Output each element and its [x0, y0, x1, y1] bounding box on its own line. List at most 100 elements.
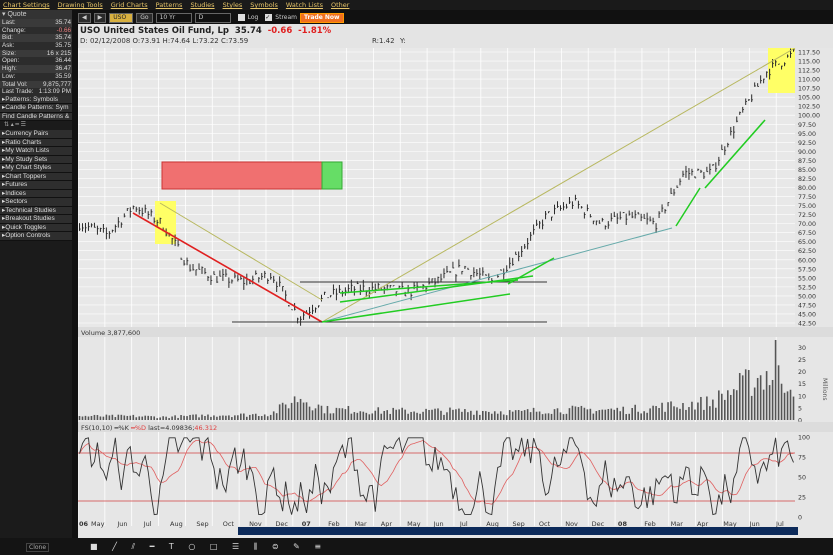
- panel-section[interactable]: ▸Technical Studies: [0, 206, 72, 216]
- time-tick: Dec: [275, 520, 288, 528]
- teal-trend-line[interactable]: [321, 227, 673, 323]
- period-select[interactable]: 10 Yr: [155, 12, 192, 23]
- log-checkbox[interactable]: [237, 14, 245, 21]
- quote-row: Low: 35.59: [0, 72, 72, 81]
- panel-section[interactable]: ▸Breakout Studies: [0, 215, 72, 224]
- menu-item[interactable]: Symbols: [250, 1, 278, 9]
- pattern-sections: ▸Patterns: Symbols ▸Candle Patterns: Sym F…: [0, 95, 72, 122]
- chart-svg[interactable]: 117.50 115.00 112.50 110.00 107.50 105.00 102.…: [77, 47, 833, 538]
- back-button[interactable]: ◀: [78, 12, 91, 23]
- green-rectangle-annotation[interactable]: [321, 161, 343, 190]
- time-tick: Aug: [486, 520, 499, 528]
- go-button[interactable]: Go: [136, 12, 153, 23]
- highlight-box-jul06[interactable]: [155, 201, 176, 244]
- price-bars: [79, 48, 795, 326]
- stream-label: Stream: [275, 14, 298, 21]
- panel-section[interactable]: ▸My Chart Styles: [0, 164, 72, 173]
- time-tick: Feb: [644, 520, 656, 528]
- time-tick: Mar: [671, 520, 684, 528]
- quote-row: Last Trade: 1:13:09 PM: [0, 88, 72, 96]
- volume-tick: 15: [798, 381, 806, 388]
- green-trend-line-6[interactable]: [704, 119, 766, 189]
- panel-section[interactable]: ▸Option Controls: [0, 232, 72, 241]
- time-tick: Jul: [775, 520, 784, 528]
- price-tick: 85.00: [798, 167, 816, 174]
- drawing-tools[interactable]: ■ ╱ ⫽ ━ T ○ □ ☰ ⫼ ⊜ ✎ ≡: [90, 542, 328, 551]
- menu-item[interactable]: Other: [330, 1, 350, 9]
- trade-now-button[interactable]: Trade Now: [300, 12, 344, 23]
- forward-button[interactable]: ▶: [93, 12, 107, 23]
- time-tick: Oct: [223, 520, 235, 528]
- chart-toolbar: ◀ ▶ USO Go 10 Yr D Log ✓ Stream Trade No…: [78, 11, 833, 24]
- panel-section[interactable]: ▸Ratio Charts: [0, 138, 72, 148]
- panel-section[interactable]: ▸Indices: [0, 189, 72, 199]
- price-tick: 110.00: [798, 77, 820, 84]
- stoch-title: FS(10,10): [81, 424, 112, 432]
- ohlc-readout: D: 02/12/2008 O:73.91 H:74.64 L:73.22 C:…: [80, 37, 249, 45]
- menu-item[interactable]: Grid Charts: [110, 1, 148, 9]
- red-rectangle-annotation[interactable]: [161, 161, 323, 190]
- section-label: Patterns: Symbols: [5, 95, 59, 103]
- price-tick: 82.50: [798, 176, 816, 183]
- panel-section[interactable]: ▸Candle Patterns: Sym: [0, 104, 72, 113]
- quote-value: 36.44: [55, 57, 71, 65]
- menu-item[interactable]: Studies: [190, 1, 215, 9]
- panel-section[interactable]: ▸Futures: [0, 181, 72, 190]
- green-trend-line-3[interactable]: [339, 279, 519, 294]
- section-label: Candle Patterns: Sym: [5, 104, 69, 112]
- stochastic-panel: 100 75 50 25 0: [78, 435, 810, 522]
- time-tick: Feb: [328, 520, 340, 528]
- horizontal-scrollbar[interactable]: [238, 527, 798, 535]
- quote-header[interactable]: ▾ Quote: [0, 10, 72, 19]
- menu-item[interactable]: Styles: [222, 1, 243, 9]
- section-label: Find Candle Patterns &: [2, 112, 70, 120]
- section-label: My Watch Lists: [5, 147, 50, 155]
- panel-section[interactable]: ▸Sectors: [0, 198, 72, 207]
- red-downtrend-line[interactable]: [132, 212, 323, 323]
- stoch-k-line: [79, 436, 794, 516]
- olive-uptrend-line[interactable]: [321, 47, 796, 323]
- panel-section[interactable]: Find Candle Patterns &: [0, 112, 72, 122]
- panel-section[interactable]: ▸Chart Toppers: [0, 172, 72, 182]
- olive-downtrend-line[interactable]: [159, 202, 323, 301]
- quote-title: Quote: [7, 11, 27, 18]
- menu-item[interactable]: Drawing Tools: [57, 1, 103, 9]
- price-tick: 80.00: [798, 185, 816, 192]
- time-tick: Jul: [459, 520, 468, 528]
- panel-section[interactable]: ▸Currency Pairs: [0, 130, 72, 139]
- quote-label: Total Vol:: [2, 80, 28, 88]
- trendlines: [132, 47, 796, 323]
- stoch-header: [78, 422, 833, 432]
- section-label: Option Controls: [5, 232, 51, 240]
- price-tick: 95.00: [798, 131, 816, 138]
- panel-controls[interactable]: ⇅ ▴ ━ ☰: [4, 122, 27, 129]
- panel-section[interactable]: ▸Quick Toggles: [0, 223, 72, 233]
- panel-section[interactable]: ▸Patterns: Symbols: [0, 95, 72, 105]
- y-readout: Y:: [400, 37, 406, 45]
- quote-value: 35.75: [55, 42, 71, 50]
- section-label: My Chart Styles: [5, 164, 52, 172]
- symbol-input[interactable]: USO: [109, 12, 134, 23]
- green-trend-line-1[interactable]: [321, 293, 511, 323]
- last-price: 35.74: [234, 26, 262, 36]
- k-label: %K: [118, 424, 129, 432]
- menu-item[interactable]: Chart Settings: [3, 1, 50, 9]
- time-tick: May: [91, 520, 105, 528]
- menu-item[interactable]: Watch Lists: [285, 1, 323, 9]
- section-label: Quick Toggles: [5, 223, 46, 231]
- green-trend-line-2[interactable]: [339, 275, 534, 303]
- green-trend-line-4[interactable]: [507, 257, 555, 285]
- stoch-tick: 50: [798, 475, 806, 482]
- stream-checkbox[interactable]: ✓: [265, 14, 273, 21]
- time-tick: Jun: [749, 520, 760, 528]
- chart-area[interactable]: 117.50 115.00 112.50 110.00 107.50 105.00 102.…: [77, 47, 833, 538]
- panel-section[interactable]: ▸My Watch Lists: [0, 147, 72, 156]
- price-tick: 107.50: [798, 86, 820, 93]
- panel-section[interactable]: ▸My Study Sets: [0, 155, 72, 165]
- stoch-tick: 100: [798, 435, 810, 442]
- menu-item[interactable]: Patterns: [155, 1, 183, 9]
- green-trend-line-5[interactable]: [675, 187, 701, 227]
- quote-label: Size:: [2, 49, 16, 57]
- clone-button[interactable]: Clone: [26, 543, 50, 552]
- interval-select[interactable]: D: [194, 12, 231, 23]
